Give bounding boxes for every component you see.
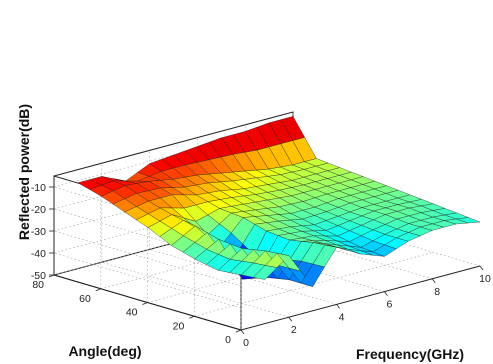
tick-labels: 0 2 4 6 8 10 0 20 40 60 80 -10 -20 -30 -40 -50 bbox=[31, 182, 491, 349]
surface-facet bbox=[456, 217, 481, 224]
x-tick-mark bbox=[336, 304, 340, 309]
z-tick-label: -40 bbox=[31, 248, 46, 260]
wall-grid-line bbox=[53, 230, 242, 287]
z-axis-label: Reflected power(dB) bbox=[16, 104, 32, 240]
z-tick-label: -50 bbox=[31, 270, 46, 282]
x-tick-mark bbox=[431, 278, 436, 284]
x-tick-mark bbox=[384, 291, 388, 296]
z-tick-label: -20 bbox=[31, 204, 46, 216]
x-axis-label: Frequency(GHz) bbox=[356, 346, 464, 362]
x-tick-label: 2 bbox=[291, 324, 297, 336]
y-tick-label: 80 bbox=[32, 279, 44, 291]
x-tick-label: 8 bbox=[434, 286, 440, 298]
y-tick-mark bbox=[189, 315, 195, 319]
x-tick-mark bbox=[240, 329, 245, 335]
floor-grid-line bbox=[194, 252, 434, 317]
z-tick-label: -30 bbox=[31, 226, 46, 238]
y-tick-label: 40 bbox=[126, 307, 138, 319]
surface-mesh bbox=[77, 116, 481, 287]
x-tick-mark bbox=[479, 265, 484, 271]
wall-grid-line bbox=[53, 210, 294, 276]
x-tick-label: 10 bbox=[479, 273, 491, 285]
x-tick-label: 0 bbox=[243, 337, 249, 349]
x-axis-line bbox=[240, 265, 481, 331]
x-tick-mark bbox=[288, 316, 293, 322]
y-tick-label: 0 bbox=[225, 334, 231, 346]
y-tick-mark bbox=[235, 329, 242, 333]
y-tick-mark bbox=[95, 288, 101, 292]
floor-grid-line bbox=[100, 224, 340, 290]
y-tick-label: 20 bbox=[173, 320, 185, 332]
x-tick-label: 6 bbox=[386, 299, 392, 311]
y-tick-label: 60 bbox=[79, 293, 91, 305]
y-tick-mark bbox=[142, 302, 148, 305]
x-tick-label: 4 bbox=[339, 311, 345, 323]
wall-grid-line bbox=[53, 144, 294, 210]
floor-grid-line bbox=[147, 238, 387, 303]
z-tick-label: -10 bbox=[31, 182, 46, 194]
y-axis-label: Angle(deg) bbox=[68, 343, 141, 359]
floor-grid-line bbox=[245, 223, 433, 280]
wall-grid-line bbox=[53, 122, 294, 188]
wall-grid-line bbox=[53, 188, 294, 254]
wall-grid-line bbox=[53, 252, 242, 309]
wall-grid-line bbox=[53, 166, 294, 232]
